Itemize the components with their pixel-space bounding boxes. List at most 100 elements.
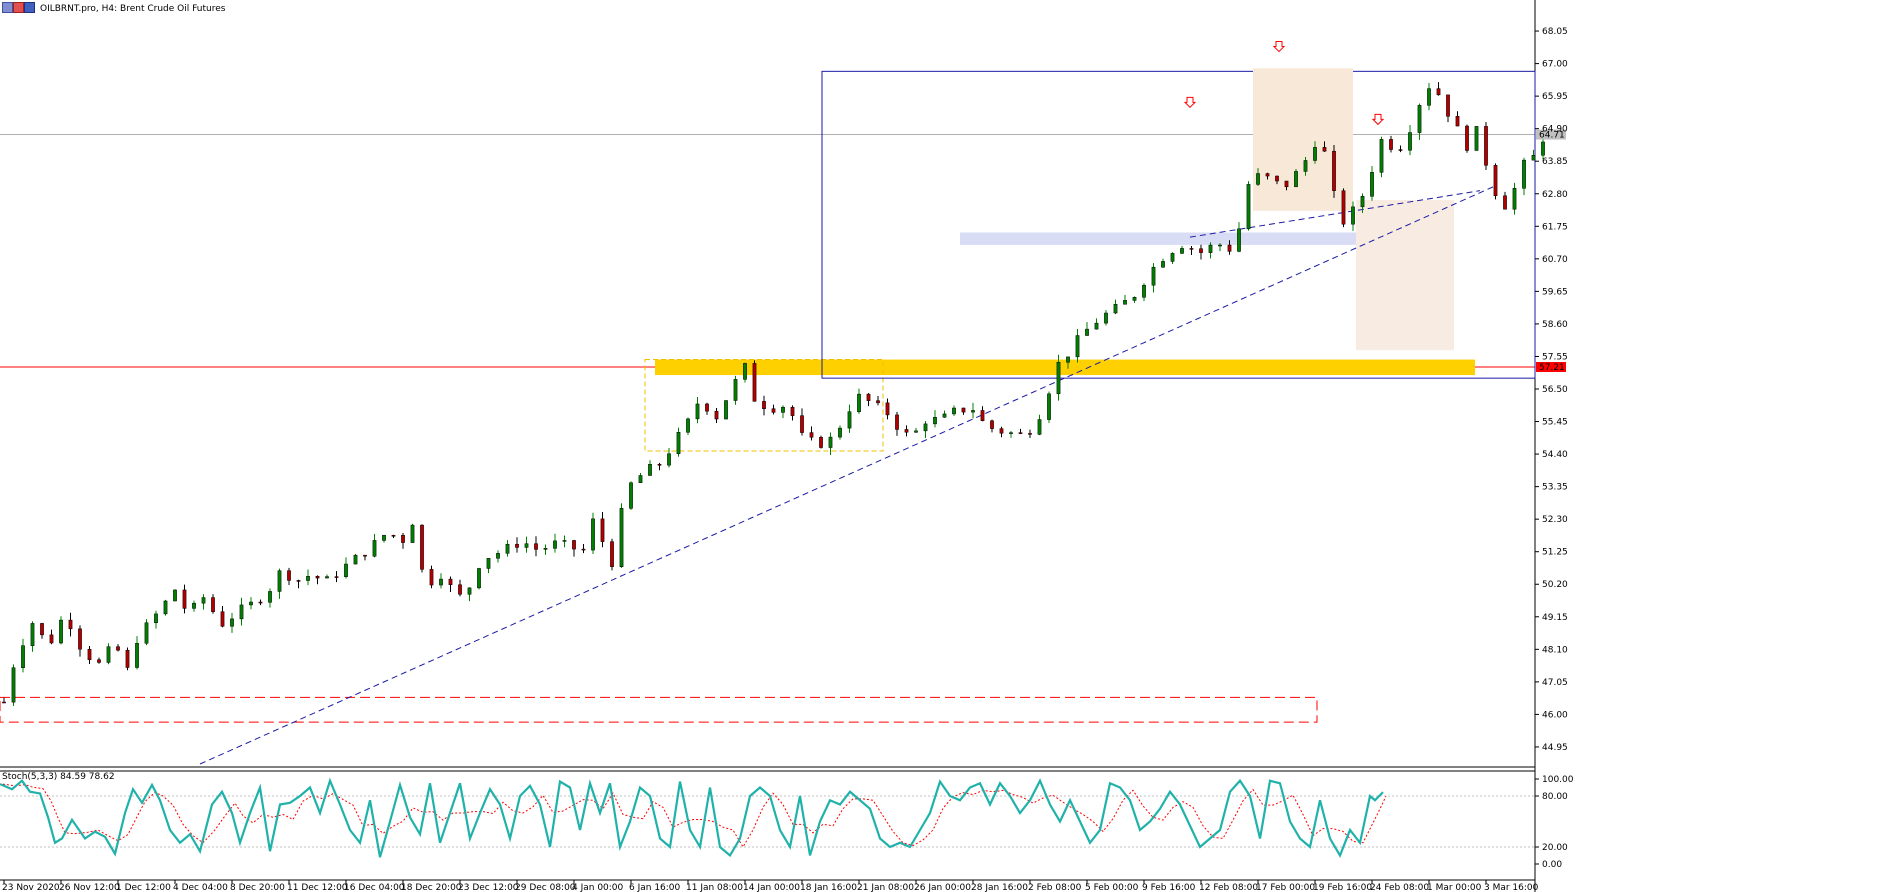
candle-body xyxy=(249,601,253,606)
candle-body xyxy=(952,407,956,415)
time-tick-label: 8 Dec 20:00 xyxy=(230,883,285,892)
time-tick-label: 18 Jan 16:00 xyxy=(800,883,857,892)
candle-body xyxy=(1275,175,1279,182)
time-tick-label: 23 Nov 2020 xyxy=(2,883,60,892)
candle-body xyxy=(999,428,1004,434)
candle-body xyxy=(1446,94,1450,117)
price-tick-label: 61.75 xyxy=(1542,222,1568,232)
candle-body xyxy=(876,400,880,404)
chart-title: OILBRNT.pro, H4: Brent Crude Oil Futures xyxy=(40,4,226,14)
candle-body xyxy=(1512,188,1517,210)
candle-body xyxy=(1246,184,1251,230)
candle-body xyxy=(942,413,947,418)
stochastic-pane xyxy=(0,777,1535,859)
time-tick-label: 1 Dec 12:00 xyxy=(116,883,171,892)
time-tick-label: 26 Jan 00:00 xyxy=(914,883,971,892)
time-tick-label: 16 Dec 04:00 xyxy=(344,883,405,892)
candle-body xyxy=(1389,139,1393,150)
candle-body xyxy=(11,667,16,703)
candle-body xyxy=(1541,141,1545,156)
time-tick-label: 3 Mar 16:00 xyxy=(1484,883,1539,892)
candle-body xyxy=(420,524,424,570)
candle-body xyxy=(258,601,263,604)
candle-body xyxy=(638,475,643,483)
candle-body xyxy=(2,701,6,704)
candle-body xyxy=(1417,105,1422,133)
candle-body xyxy=(581,548,586,551)
candle-body xyxy=(895,414,899,430)
candle-body xyxy=(657,464,662,466)
price-tick-label: 48.10 xyxy=(1542,645,1568,655)
candle-body xyxy=(1123,300,1127,305)
candle-body xyxy=(1332,150,1336,191)
candle-body xyxy=(648,464,652,476)
candle-body xyxy=(1085,328,1089,336)
candle-body xyxy=(1018,432,1023,434)
candle-body xyxy=(1180,248,1184,254)
candle-body xyxy=(382,535,386,541)
time-tick-label: 11 Dec 12:00 xyxy=(287,883,348,892)
candle-body xyxy=(1009,432,1013,434)
candle-body xyxy=(619,508,624,567)
candle-body xyxy=(182,589,187,609)
candle-body xyxy=(211,597,215,612)
price-tick-label: 65.95 xyxy=(1542,92,1568,102)
candle-body xyxy=(268,591,272,603)
time-tick-label: 26 Nov 12:00 xyxy=(59,883,120,892)
candle-body xyxy=(553,540,557,549)
price-tick-label: 64.90 xyxy=(1542,125,1568,135)
candle-body xyxy=(790,406,795,416)
candle-body xyxy=(344,563,348,577)
candle-body xyxy=(676,432,681,454)
stoch-main-line xyxy=(0,777,1384,859)
candle-body xyxy=(125,649,130,668)
candle-body xyxy=(68,619,73,630)
candle-body xyxy=(87,648,92,661)
lower-target-box xyxy=(0,696,1318,723)
candle-body xyxy=(610,541,614,567)
price-tick-label: 55.45 xyxy=(1542,418,1568,428)
candle-body xyxy=(1075,335,1080,358)
candle-body xyxy=(1066,356,1070,363)
consolidation-box xyxy=(644,359,884,452)
candlestick-series xyxy=(2,82,1545,707)
candle-body xyxy=(591,518,595,551)
support-zone xyxy=(655,359,1475,376)
candle-body xyxy=(866,393,871,401)
candle-body xyxy=(1474,126,1479,151)
candle-body xyxy=(49,634,54,644)
candle-body xyxy=(1484,126,1488,166)
candle-body xyxy=(819,437,823,448)
time-tick-label: 2 Feb 08:00 xyxy=(1028,883,1082,892)
candle-body xyxy=(980,410,985,422)
candle-body xyxy=(828,436,833,448)
candle-body xyxy=(771,408,776,413)
candle-body xyxy=(1341,190,1346,225)
candle-body xyxy=(220,611,225,627)
candle-body xyxy=(1056,361,1061,395)
head-zone xyxy=(1253,68,1353,211)
candle-body xyxy=(1218,244,1222,247)
candle-body xyxy=(524,543,529,548)
candle-body xyxy=(914,430,918,433)
candle-body xyxy=(1113,304,1118,314)
candle-body xyxy=(1256,173,1260,185)
candle-body xyxy=(477,568,481,589)
chart-type-icon xyxy=(2,2,13,13)
target-zone xyxy=(1356,199,1454,351)
candle-body xyxy=(1199,248,1203,253)
time-tick-label: 21 Jan 08:00 xyxy=(857,883,914,892)
price-tick-label: 62.80 xyxy=(1542,190,1568,200)
candle-body xyxy=(752,363,757,402)
candle-body xyxy=(1427,88,1431,106)
candle-body xyxy=(1322,147,1327,152)
candle-body xyxy=(287,570,291,581)
candle-body xyxy=(1522,159,1526,189)
current-price-tag xyxy=(1536,129,1566,140)
candle-body xyxy=(334,576,339,578)
candle-body xyxy=(116,646,120,651)
candle-body xyxy=(600,518,605,542)
candle-body xyxy=(21,645,25,669)
stoch-signal-line xyxy=(2,783,1387,848)
